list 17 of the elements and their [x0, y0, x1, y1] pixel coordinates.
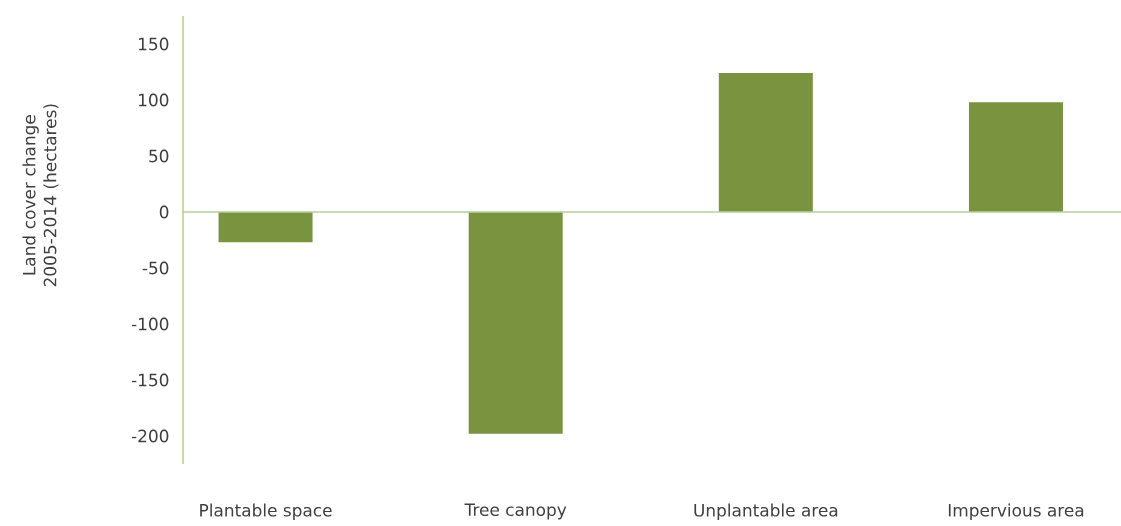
y-tick-label: 150	[139, 37, 169, 51]
bar	[468, 212, 563, 434]
y-axis-title: Land cover change 2005-2014 (hectares)	[22, 104, 59, 287]
y-tick-label: 50	[149, 149, 169, 163]
x-tick-label: Impervious area	[948, 503, 1084, 520]
y-tick-label: -150	[131, 373, 169, 387]
bar	[718, 73, 813, 212]
x-tick-label: Plantable space	[200, 503, 332, 520]
x-tick-label: Unplantable area	[694, 503, 838, 520]
y-tick-label: -50	[142, 261, 169, 275]
y-tick-label: -200	[131, 429, 169, 443]
y-tick-label: 100	[139, 93, 169, 107]
y-tick-label: -100	[131, 317, 169, 331]
y-tick-label: 0	[159, 205, 169, 219]
bar	[218, 212, 313, 243]
x-tick-label: Tree canopy	[464, 503, 567, 520]
bar	[968, 102, 1063, 212]
